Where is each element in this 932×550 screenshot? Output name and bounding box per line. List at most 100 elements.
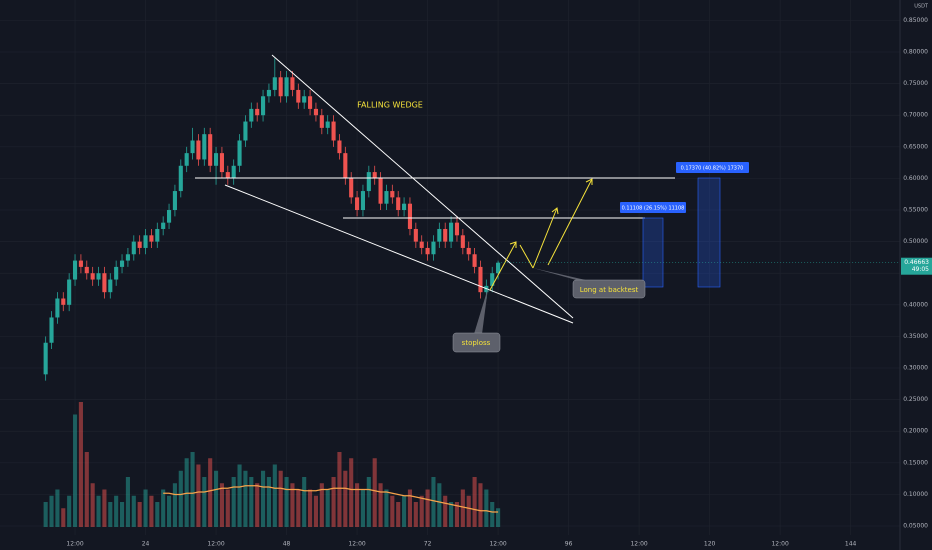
volume-bar [231, 477, 236, 527]
volume-bar [484, 489, 489, 527]
y-tick-label: 0.30000 [903, 365, 928, 372]
x-tick-label: 12:00 [630, 541, 647, 548]
candle-body [331, 121, 336, 141]
candle-body [208, 134, 213, 166]
axes: 0.05000 0.10000 0.15000 0.20000 0.25000 0.300… [66, 17, 932, 548]
volume-bar [396, 502, 401, 527]
volume-bar [343, 470, 348, 527]
wedge-lower [224, 184, 574, 324]
measure-label-box [676, 162, 749, 173]
candle-body [72, 260, 78, 280]
arrow-head [551, 207, 559, 215]
candle-body [284, 77, 289, 97]
y-tick-label: 0.60000 [903, 175, 928, 182]
candle-body [266, 89, 271, 97]
measure-label: 0.11108 (26.15%) 11108 [622, 206, 685, 212]
candle-body [261, 96, 266, 116]
volume-bar [255, 483, 260, 527]
candle-body [496, 262, 501, 274]
candle-body [308, 96, 313, 109]
x-tick-label: 48 [283, 541, 291, 548]
callout-box [452, 332, 501, 353]
volume-bar [472, 477, 477, 527]
y-tick-label: 0.65000 [903, 143, 928, 150]
volume-bar [402, 495, 407, 527]
candle-body [449, 222, 454, 242]
volume-bar [96, 495, 101, 527]
candle-body [425, 247, 430, 255]
volume-bar [478, 483, 483, 527]
price-axis [900, 0, 932, 550]
volume-bar [337, 452, 342, 527]
last-price-box [901, 257, 932, 275]
candle-body [161, 222, 166, 229]
volume-bar [202, 477, 207, 527]
volume-bar [190, 452, 195, 527]
volume-bar [437, 483, 442, 527]
volume-bar [208, 458, 213, 527]
volume-bar [266, 477, 271, 527]
candle-body [102, 273, 107, 293]
candle-body [466, 247, 471, 255]
volume-bar [172, 483, 177, 527]
candle-body [407, 203, 413, 229]
arrows [489, 178, 593, 291]
volume-bar [119, 502, 125, 527]
x-tick-label: 120 [704, 541, 716, 548]
arrow [532, 207, 558, 269]
callout-pointer [533, 268, 590, 281]
volume-bar [149, 495, 154, 527]
y-tick-label: 0.50000 [903, 238, 928, 245]
volume-bar [413, 502, 418, 527]
candle-body [196, 140, 201, 160]
candle-body [343, 153, 348, 179]
volume-bar [131, 495, 136, 527]
candle-body [84, 266, 89, 274]
volume-bar [490, 502, 495, 527]
last-price-label: 0.46663 [904, 259, 929, 266]
x-tick-label: 96 [565, 541, 573, 548]
candle-body [202, 134, 207, 160]
callout-box [572, 279, 646, 299]
volume-bar [90, 483, 95, 527]
x-tick-label: 12:00 [348, 541, 365, 548]
candle-body [190, 140, 195, 154]
candle-body [255, 108, 260, 116]
volume-bar [302, 477, 307, 527]
volume-bar [78, 402, 83, 527]
volume-bar [449, 502, 454, 527]
candle-body [355, 197, 360, 211]
candle-body [360, 191, 366, 211]
candle-body [378, 178, 383, 204]
volume-bar [284, 477, 289, 527]
candle-body [149, 235, 154, 242]
measure-label: 0.17370 (40.82%) 17370 [681, 166, 744, 172]
arrow-head [585, 178, 593, 185]
y-tick-label: 0.20000 [903, 428, 928, 435]
candle-body [125, 254, 130, 261]
candle-body [184, 153, 189, 166]
y-tick-label: 0.15000 [903, 459, 928, 466]
candle-body [296, 89, 301, 103]
candle-body [225, 172, 230, 179]
y-tick-label: 0.55000 [903, 207, 928, 214]
candle-body [137, 241, 142, 248]
volume-bar [349, 458, 354, 527]
countdown: 49:05 [912, 266, 929, 273]
y-tick-label: 0.25000 [903, 396, 928, 403]
volume-bar [460, 489, 465, 527]
y-tick-label: 0.35000 [903, 333, 928, 340]
arrow [519, 244, 534, 269]
y-tick-label: 0.75000 [903, 80, 928, 87]
volume-bar [108, 502, 113, 527]
candle-body [472, 254, 477, 267]
volume-bar [366, 477, 371, 527]
candle-body [437, 228, 442, 242]
volume-bar [137, 502, 142, 527]
volume-bar [67, 495, 72, 527]
candle-body [366, 172, 371, 192]
volume-ma-line [163, 485, 499, 513]
volume-bar [61, 508, 66, 527]
